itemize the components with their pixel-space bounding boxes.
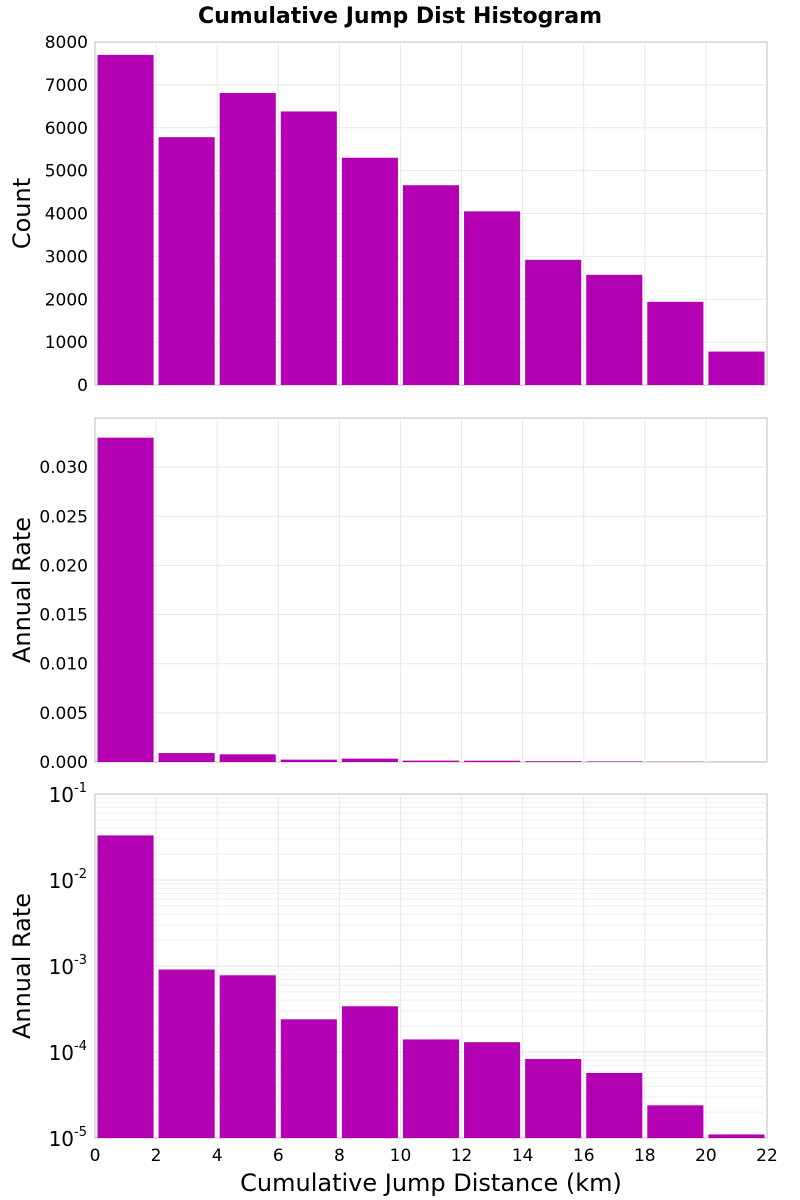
panel-3-bar [586,1072,643,1138]
panel-1-y-tick-label: 2000 [45,290,88,310]
panel-3-bar [464,1042,521,1138]
panel-2-bar [402,760,460,762]
panel-3-bar [341,1006,398,1138]
panel-1-y-tick-label: 5000 [45,162,88,182]
panel-3-bar [158,969,215,1138]
panel-1-bar [647,301,704,385]
panel-1-bar [158,137,215,385]
panel-1-y-tick-label: 3000 [45,247,88,267]
panel-3-y-tick-label: 10-3 [49,953,87,979]
x-tick-label: 0 [90,1146,101,1166]
x-tick-label: 4 [212,1146,223,1166]
panel-1-bar [402,185,460,385]
panel-1-y-tick-label: 4000 [45,205,88,225]
x-tick-label: 2 [151,1146,162,1166]
panel-3-bar [402,1039,460,1138]
panel-1-y-tick-label: 6000 [45,119,88,139]
panel-1-y-axis-label: Count [8,178,36,249]
x-tick-label: 22 [756,1146,778,1166]
panel-3-bar [525,1058,582,1138]
panel-2-y-tick-label: 0.005 [39,704,88,724]
panel-3-bar [219,975,276,1138]
panel-1-y-tick-label: 1000 [45,333,88,353]
panel-1-bar [464,211,521,385]
panel-2-bar [158,753,215,762]
panel-1-y-tick-label: 0 [77,376,88,396]
chart-title: Cumulative Jump Dist Histogram [198,4,602,29]
panel-2-bar [97,437,154,762]
panel-3-y-tick-label: 10-1 [49,781,87,807]
panel-2-y-tick-label: 0.000 [39,753,88,773]
panel-1-bar [219,93,276,386]
x-tick-label: 12 [451,1146,473,1166]
panel-3-y-tick-label: 10-4 [49,1039,87,1065]
panel-1-bar [341,157,398,385]
panel-2-bar [525,761,582,762]
panel-3-bar [280,1019,337,1138]
panel-2-bar [341,758,398,762]
panel-2-frame [94,417,768,763]
panel-2-bar [219,754,276,762]
x-tick-label: 10 [390,1146,412,1166]
panel-2-y-tick-label: 0.030 [39,458,88,478]
panel-1-bar [97,54,154,386]
panel-3-y-axis-label: Annual Rate [8,893,36,1039]
panel-2-y-axis-label: Annual Rate [8,517,36,663]
panel-3-y-tick-label: 10-5 [49,1125,87,1151]
panel-3-y-tick-label: 10-2 [49,867,87,893]
panel-2-y-tick-label: 0.020 [39,556,88,576]
x-tick-label: 8 [334,1146,345,1166]
panel-3-bar [708,1134,765,1138]
x-axis-label: Cumulative Jump Distance (km) [240,1169,622,1197]
x-tick-label: 6 [273,1146,284,1166]
panel-1-bar [586,274,643,385]
panel-1-y-tick-label: 7000 [45,76,88,96]
x-tick-label: 14 [512,1146,534,1166]
panel-2-y-tick-label: 0.010 [39,655,88,675]
panel-2-bar [280,759,337,762]
panel-1-bar [525,259,582,385]
panel-2-bar [586,761,643,762]
x-tick-label: 16 [573,1146,595,1166]
panel-3-bar [647,1105,704,1138]
panel-2-y-tick-label: 0.015 [39,606,88,626]
panel-1-y-tick-label: 8000 [45,33,88,53]
panel-1-bar [708,351,765,385]
panel-1-bar [280,111,337,386]
panel-2-bar [464,760,521,762]
panel-3-bar [97,835,154,1138]
panel-2-y-tick-label: 0.025 [39,507,88,527]
x-tick-label: 20 [695,1146,717,1166]
x-tick-label: 18 [634,1146,656,1166]
